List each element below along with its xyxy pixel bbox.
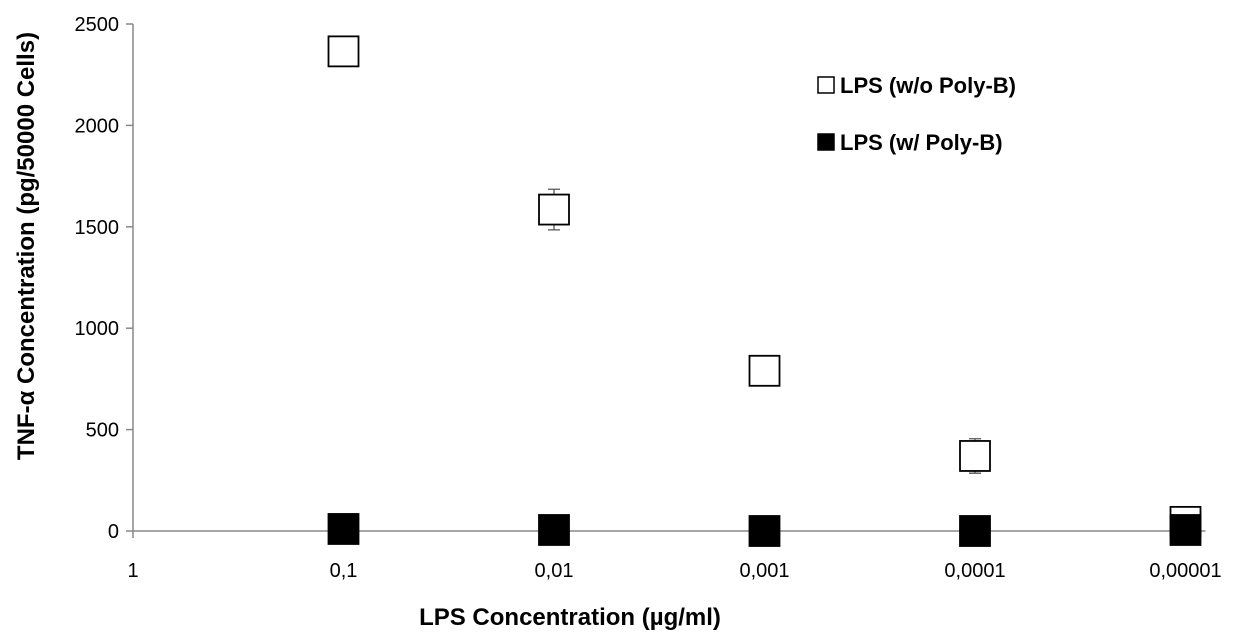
y-tick-label: 500 bbox=[86, 420, 119, 442]
data-point-without-polyb bbox=[538, 193, 570, 226]
legend: LPS (w/o Poly-B) LPS (w/ Poly-B) bbox=[817, 73, 1016, 155]
x-tick-labels: 1 0,1 0,01 0,001 0,0001 0,00001 bbox=[127, 531, 1222, 582]
data-point-with-polyb bbox=[748, 515, 781, 547]
data-marks bbox=[327, 35, 1202, 547]
legend-swatch bbox=[817, 76, 835, 94]
legend-swatch bbox=[817, 133, 835, 151]
y-tick-label: 2500 bbox=[75, 14, 120, 36]
data-point-with-polyb bbox=[959, 515, 991, 547]
legend-label: LPS (w/o Poly-B) bbox=[840, 73, 1016, 98]
x-axis-title: LPS Concentration (µg/ml) bbox=[419, 604, 721, 631]
legend-label: LPS (w/ Poly-B) bbox=[840, 130, 1003, 155]
y-tick-label: 2000 bbox=[75, 115, 120, 137]
x-tick-label: 1 bbox=[127, 560, 138, 582]
x-tick-label: 0,1 bbox=[330, 560, 358, 582]
x-tick-label: 0,0001 bbox=[944, 560, 1005, 582]
data-point-with-polyb bbox=[1169, 514, 1202, 546]
y-tick-label: 0 bbox=[108, 521, 119, 543]
data-point-with-polyb bbox=[538, 514, 570, 546]
y-tick-label: 1000 bbox=[75, 318, 120, 340]
y-tick-label: 1500 bbox=[75, 217, 120, 239]
x-tick-label: 0,00001 bbox=[1149, 560, 1221, 582]
x-tick-label: 0,001 bbox=[739, 560, 789, 582]
y-axis-title: TNF-α Concentration (pg/50000 Cells) bbox=[13, 32, 40, 460]
data-point-without-polyb bbox=[327, 35, 360, 68]
y-tick-labels: 0 500 1000 1500 2000 2500 bbox=[75, 14, 133, 543]
data-point-with-polyb bbox=[327, 513, 360, 545]
data-point-without-polyb bbox=[959, 440, 991, 472]
x-tick-label: 0,01 bbox=[535, 560, 574, 582]
data-point-without-polyb bbox=[748, 354, 781, 387]
